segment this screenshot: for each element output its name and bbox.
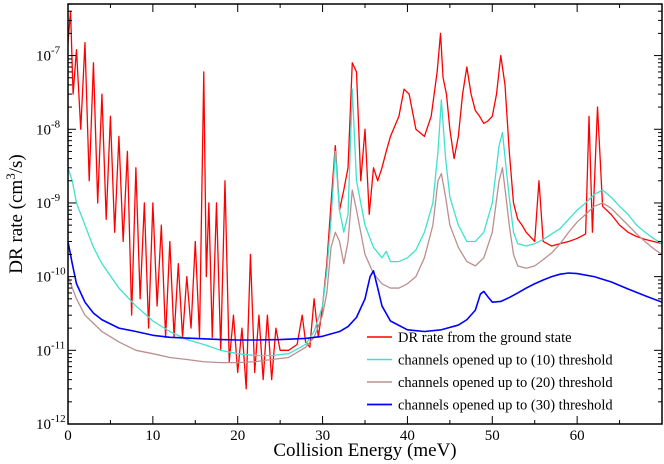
series-layer <box>68 10 662 390</box>
x-tick-label: 20 <box>230 428 245 444</box>
y-tick-label: 10-12 <box>36 413 66 433</box>
legend-label-1: DR rate from the ground state <box>398 330 572 346</box>
x-tick-label: 50 <box>485 428 500 444</box>
y-axis-title-main: DR rate (cm <box>6 180 27 274</box>
y-tick-label: 10-11 <box>36 339 65 359</box>
y-tick-label: 10-8 <box>36 118 61 138</box>
legend-label-2: channels opened up to (10) threshold <box>398 353 613 369</box>
legend-label-3: channels opened up to (20) threshold <box>398 375 613 391</box>
y-tick-label: 10-9 <box>36 192 61 212</box>
x-tick-label: 60 <box>570 428 585 444</box>
y-axis-title-tail: /s) <box>6 154 27 173</box>
legend: DR rate from the ground state channels op… <box>367 330 613 414</box>
y-axis-title: DR rate (cm3/s) <box>3 154 27 273</box>
y-tick-label: 10-7 <box>36 45 61 65</box>
axis-ticks: 0 10 20 30 40 50 60 10-12 10-11 10-10 10-9 10-8 10-7 <box>36 3 662 444</box>
legend-label-4: channels opened up to (30) threshold <box>398 398 613 414</box>
x-axis-title: Collision Energy (meV) <box>273 440 456 461</box>
y-tick-label: 10-10 <box>36 266 66 286</box>
series-line-3 <box>68 167 662 364</box>
series-line-2 <box>68 88 662 357</box>
x-tick-label: 30 <box>315 428 330 444</box>
series-line-1 <box>68 10 662 390</box>
x-tick-label: 40 <box>400 428 415 444</box>
y-axis-title-sup: 3 <box>3 173 18 180</box>
series-line-4 <box>68 241 662 341</box>
x-tick-label: 0 <box>64 428 72 444</box>
x-tick-label: 10 <box>145 428 160 444</box>
